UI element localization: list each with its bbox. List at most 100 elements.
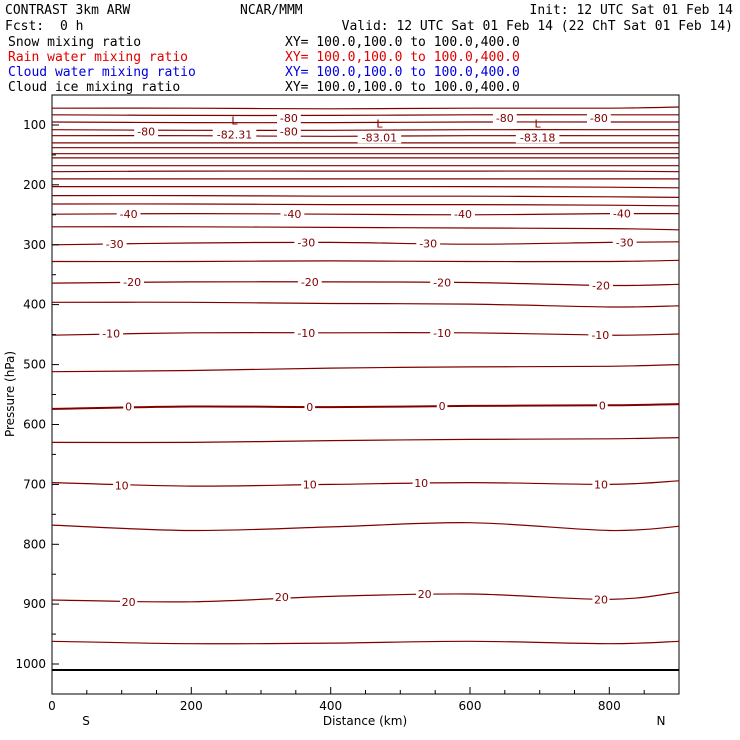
contour-label: 20 xyxy=(275,591,289,604)
contour-label: -10 xyxy=(297,327,315,340)
contour-label-bg xyxy=(134,125,158,138)
contour-label: -40 xyxy=(120,208,138,221)
y-tick-label: 600 xyxy=(23,418,46,432)
contour-label-bg xyxy=(277,125,301,138)
contour-label-bg xyxy=(277,111,301,124)
contour-line xyxy=(51,640,680,645)
x-tick-label: 600 xyxy=(459,699,482,713)
contour-label-bg xyxy=(297,275,322,288)
contour-label: -40 xyxy=(613,208,631,221)
contour-labels: -80-80-80-80 -80-40 -40 -40 -40-30 -30 -30 -30-… xyxy=(99,111,637,609)
contour-label-bg xyxy=(412,477,430,490)
north-endpoint-label: N xyxy=(657,714,666,728)
contour-line xyxy=(51,121,679,124)
header: CONTRAST 3km ARW NCAR/MMM Init: 12 UTC S… xyxy=(5,3,733,95)
south-endpoint-label: S xyxy=(82,714,90,728)
y-tick-label: 300 xyxy=(23,238,46,252)
y-tick-label: 500 xyxy=(23,358,46,372)
contour-label-bg xyxy=(116,208,141,221)
minimum-symbol: L xyxy=(376,117,383,130)
contour-label: 10 xyxy=(303,478,317,491)
contour-label: -40 xyxy=(283,208,301,221)
x-tick-label: 400 xyxy=(319,699,342,713)
contour-label-bg xyxy=(612,236,637,249)
contour-label: 10 xyxy=(115,480,129,493)
contour-label: -30 xyxy=(419,238,437,251)
contour-label-bg xyxy=(99,327,124,340)
minimum-value-bg xyxy=(212,128,257,141)
field-rain-name: Rain water mixing ratio xyxy=(8,50,188,65)
minimum-symbol: L xyxy=(535,117,542,130)
contour-line xyxy=(51,106,680,110)
x-axis-label: Distance (km) xyxy=(323,714,407,728)
y-tick-label: 700 xyxy=(23,477,46,491)
contour-label: -20 xyxy=(123,276,141,289)
x-axis: 0 200 400 600 800 xyxy=(48,687,680,713)
contour-label-bg xyxy=(430,326,454,339)
y-tick-label: 100 xyxy=(23,118,46,132)
contour-line xyxy=(51,212,680,216)
contour-label: -80 xyxy=(496,112,514,125)
contour-label: -40 xyxy=(454,208,472,221)
contour-line xyxy=(51,480,680,487)
y-tick-label: 200 xyxy=(23,178,46,192)
contour-label: -10 xyxy=(102,327,120,340)
contour-label-bg xyxy=(304,401,316,414)
contour-line xyxy=(52,185,680,189)
y-tick-label: 400 xyxy=(23,298,46,312)
contour-line xyxy=(51,403,680,410)
valid-time: Valid: 12 UTC Sat 01 Feb 14 (22 ChT Sat … xyxy=(342,19,733,34)
x-tick-label: 0 xyxy=(48,699,56,713)
contour-line xyxy=(51,259,680,263)
contour-label: 0 xyxy=(306,401,313,414)
contour-line xyxy=(51,129,679,131)
contour-line xyxy=(51,332,680,336)
contour-label-bg xyxy=(123,400,134,413)
contour-label: 10 xyxy=(594,478,608,491)
x-tick-label: 200 xyxy=(180,699,203,713)
minimum-symbol: L xyxy=(231,114,238,127)
contour-line xyxy=(51,114,679,117)
contour-label-bg xyxy=(301,478,319,491)
contour-label: -80 xyxy=(137,126,155,139)
contour-label-bg xyxy=(102,238,127,251)
contour-label: -30 xyxy=(297,236,315,249)
contour-label-bg xyxy=(294,326,319,339)
contour-label: -80 xyxy=(280,112,298,125)
contour-label-bg xyxy=(610,207,634,220)
x-tick-label: 800 xyxy=(598,699,621,713)
contour-label: -20 xyxy=(592,280,610,293)
field-cloudice-xy: XY= 100.0,100.0 to 100.0,400.0 xyxy=(285,80,520,95)
contour-label: -20 xyxy=(433,277,451,290)
contour-label: 0 xyxy=(125,401,132,414)
contour-label-bg xyxy=(592,478,610,491)
contour-label-bg xyxy=(589,279,613,292)
y-tick-label: 900 xyxy=(23,597,46,611)
temperature-contours xyxy=(51,106,680,645)
contour-label-bg xyxy=(588,329,613,342)
contour-line xyxy=(51,241,680,246)
contour-line xyxy=(51,522,680,532)
contour-line xyxy=(51,194,680,198)
contour-label-bg xyxy=(280,208,305,221)
contour-label-bg xyxy=(120,275,144,288)
contour-line xyxy=(51,301,680,308)
contour-line xyxy=(51,591,680,603)
plot-frame xyxy=(51,94,680,695)
contour-label-bg xyxy=(416,588,434,600)
y-tick-label: 800 xyxy=(23,537,46,551)
y-axis: 100 200 300 400 500 600 700 800 900 1000 xyxy=(15,118,59,671)
contour-label-bg xyxy=(273,591,291,603)
contour-label: -30 xyxy=(616,236,634,249)
contour-label-bg xyxy=(587,111,611,124)
contour-label: -10 xyxy=(433,327,451,340)
minimum-markers: L-82.31L-83.01L-83.18 xyxy=(212,114,560,144)
minimum-value: -83.01 xyxy=(362,131,397,144)
minimum-value-bg xyxy=(357,131,402,144)
field-snow-xy: XY= 100.0,100.0 to 100.0,400.0 xyxy=(285,35,520,50)
contour-label-bg xyxy=(430,276,454,289)
contour-label-bg xyxy=(120,595,138,608)
contour-label: 20 xyxy=(594,593,608,606)
init-time: Init: 12 UTC Sat 01 Feb 14 xyxy=(530,3,734,18)
fcst-value: 0 h xyxy=(60,19,83,34)
